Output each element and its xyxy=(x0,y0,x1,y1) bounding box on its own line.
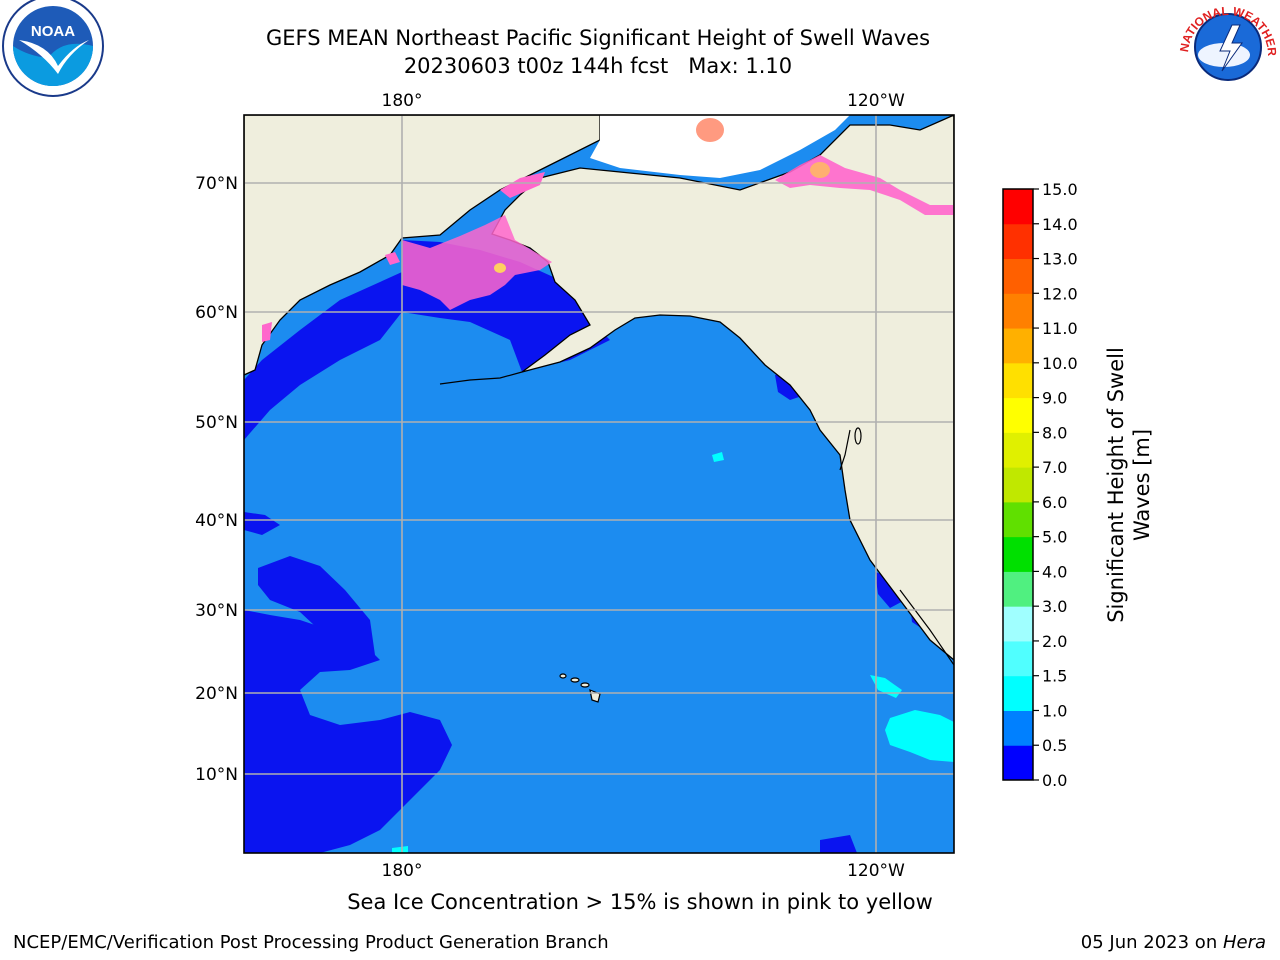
colorbar-swatch xyxy=(1003,397,1033,433)
colorbar-swatch xyxy=(1003,223,1033,260)
colorbar-tick-label: 10.0 xyxy=(1042,354,1078,373)
colorbar-tick-label: 15.0 xyxy=(1042,180,1078,199)
colorbar-swatch xyxy=(1003,640,1033,677)
colorbar-swatch xyxy=(1003,536,1033,572)
colorbar-swatch xyxy=(1003,467,1033,503)
colorbar-tick-label: 4.0 xyxy=(1042,562,1067,581)
moderate-swell-regions xyxy=(392,452,954,853)
colorbar-tick-label: 6.0 xyxy=(1042,493,1067,512)
chart-subtitle: 20230603 t00z 144h fcst Max: 1.10 xyxy=(403,54,793,78)
lat-label-10n: 10°N xyxy=(195,765,238,785)
colorbar-ticks: 0.0 0.5 1.0 1.5 2.0 3.0 4.0 5.0 6.0 7.0 8.0 9.0 10.0… xyxy=(1033,180,1078,790)
lat-label-60n: 60°N xyxy=(195,303,238,323)
map-area xyxy=(244,115,954,853)
colorbar-swatch xyxy=(1003,328,1033,364)
colorbar-tick-label: 11.0 xyxy=(1042,319,1078,338)
colorbar-tick-label: 1.5 xyxy=(1042,667,1067,686)
lat-label-70n: 70°N xyxy=(195,174,238,194)
lon-label-top-180: 180° xyxy=(382,91,423,111)
coastline xyxy=(439,371,954,666)
lat-label-50n: 50°N xyxy=(195,413,238,433)
lon-label-top-120w: 120°W xyxy=(847,91,905,111)
colorbar-tick-label: 2.0 xyxy=(1042,632,1067,651)
colorbar-swatch xyxy=(1003,501,1033,538)
colorbar-tick-label: 3.0 xyxy=(1042,597,1067,616)
colorbar xyxy=(1002,188,1034,781)
national-weather-service-logo: NATIONAL WEATHER SERVICE xyxy=(1177,0,1279,95)
lat-label-20n: 20°N xyxy=(195,684,238,704)
colorbar-swatch xyxy=(1003,745,1033,781)
colorbar-tick-label: 0.5 xyxy=(1042,736,1067,755)
colorbar-swatch xyxy=(1003,362,1033,399)
lat-label-40n: 40°N xyxy=(195,511,238,531)
colorbar-tick-label: 0.0 xyxy=(1042,771,1067,790)
colorbar-frame xyxy=(1002,188,1034,781)
colorbar-swatch xyxy=(1003,675,1033,711)
low-swell-regions xyxy=(244,240,930,853)
colorbar-tick-label: 7.0 xyxy=(1042,458,1067,477)
chart-title: GEFS MEAN Northeast Pacific Significant … xyxy=(265,26,931,50)
sea-ice-note: Sea Ice Concentration > 15% is shown in … xyxy=(0,890,1280,914)
colorbar-tick-label: 1.0 xyxy=(1042,701,1067,720)
lon-labels: 180° 120°W 180° 120°W xyxy=(382,91,906,881)
colorbar-label: Significant Height of Swell Waves [m] xyxy=(1104,347,1154,623)
lat-label-30n: 30°N xyxy=(195,601,238,621)
colorbar-tick-label: 5.0 xyxy=(1042,528,1067,547)
svg-text:NOAA: NOAA xyxy=(31,23,75,40)
machine-name: Hera xyxy=(1222,932,1266,953)
noaa-logo: NOAA xyxy=(2,0,104,97)
colorbar-swatch xyxy=(1003,571,1033,607)
map-frame xyxy=(243,114,955,854)
colorbar-label-line2: Waves [m] xyxy=(1130,429,1154,541)
colorbar-label-line1: Significant Height of Swell xyxy=(1104,347,1128,623)
lat-labels: 70°N 60°N 50°N 40°N 30°N 20°N 10°N xyxy=(195,174,238,785)
sea-ice xyxy=(262,118,954,342)
gridlines xyxy=(244,115,954,853)
colorbar-swatch xyxy=(1003,606,1033,642)
run-date: 05 Jun 2023 on Hera xyxy=(1081,932,1266,953)
credit-text: NCEP/EMC/Verification Post Processing Pr… xyxy=(13,932,609,953)
colorbar-tick-label: 13.0 xyxy=(1042,250,1078,269)
colorbar-swatch xyxy=(1003,293,1033,329)
colorbar-tick-label: 8.0 xyxy=(1042,423,1067,442)
land xyxy=(244,115,954,661)
lon-label-bottom-180: 180° xyxy=(382,861,423,881)
colorbar-tick-label: 9.0 xyxy=(1042,389,1067,408)
colorbar-tick-label: 14.0 xyxy=(1042,215,1078,234)
sea-ice-note-text: Sea Ice Concentration > 15% is shown in … xyxy=(347,890,933,914)
colorbar-swatch xyxy=(1003,258,1033,294)
run-date-text: 05 Jun 2023 on xyxy=(1080,932,1223,953)
colorbar-swatch xyxy=(1003,432,1033,468)
colorbar-swatch xyxy=(1003,710,1033,746)
no-data-area xyxy=(590,115,850,178)
colorbar-swatch xyxy=(1003,189,1033,225)
colorbar-tick-label: 12.0 xyxy=(1042,284,1078,303)
lon-label-bottom-120w: 120°W xyxy=(847,861,905,881)
